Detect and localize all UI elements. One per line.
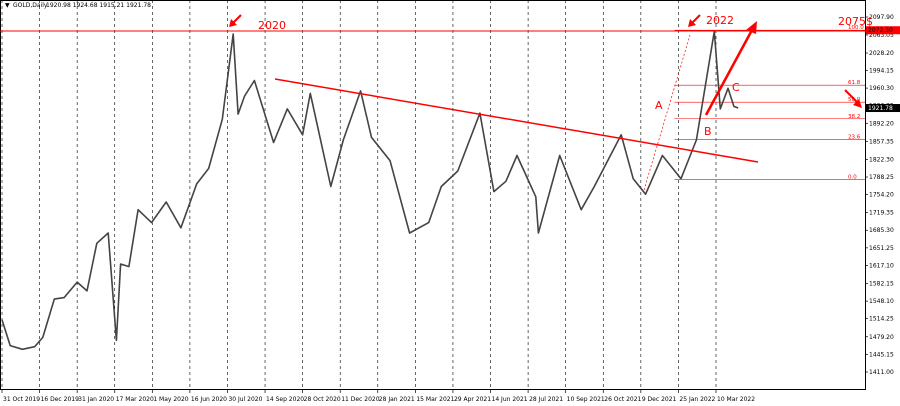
y-tick-label: 1651.25	[869, 245, 894, 252]
x-tick-label: 28 Jul 2021	[529, 396, 563, 403]
descending-trendline	[274, 78, 759, 163]
x-tick-label: 14 Jun 2021	[492, 396, 528, 403]
fib-level-label: 0.0	[848, 174, 857, 180]
x-tick-label: 30 Jul 2020	[228, 396, 262, 403]
price-series	[1, 30, 739, 351]
x-tick-label: 17 Mar 2020	[116, 396, 154, 403]
wave-label-a: A	[655, 99, 663, 112]
svg-text:1921.78: 1921.78	[868, 105, 893, 112]
fib-level-label: 23.6	[848, 135, 861, 141]
ohlc-label: 1920.98 1924.68 1915.21 1921.78	[46, 2, 151, 9]
fibonacci-anchor-line	[643, 34, 691, 191]
x-tick-label: 26 Oct 2021	[604, 396, 641, 403]
y-tick-label: 1788.25	[869, 174, 894, 181]
symbol-label: GOLD,Daily	[13, 2, 48, 9]
arrow-icon-2022-peak	[688, 14, 701, 27]
y-tick-label: 1514.25	[869, 316, 894, 323]
label-2022: 2022	[706, 14, 734, 27]
plot-area	[0, 0, 866, 390]
x-tick-label: 16 Jun 2020	[191, 396, 227, 403]
y-tick-label: 1411.00	[869, 369, 894, 376]
label-target: 2075$	[838, 15, 873, 28]
fib-level-label: 38.2	[848, 114, 860, 120]
x-tick-label: 14 Sep 2020	[266, 396, 304, 403]
y-tick-label: 1822.30	[869, 156, 894, 163]
x-tick-label: 15 Mar 2021	[416, 396, 454, 403]
y-tick-label: 1960.30	[869, 85, 894, 92]
x-tick-label: 10 Mar 2022	[717, 396, 755, 403]
x-axis: 31 Oct 2019 16 Dec 2019 31 Jan 2020 17 Mar …	[1, 390, 755, 403]
y-tick-label: 2063.05	[869, 32, 894, 39]
current-price-label: 1921.78	[866, 104, 900, 113]
x-tick-label: 10 Sep 2021	[567, 396, 605, 403]
fib-level-label: 61.8	[848, 80, 861, 86]
y-tick-label: 1582.15	[869, 281, 894, 288]
y-tick-label: 1994.15	[869, 68, 894, 75]
y-tick-label: 1892.20	[869, 120, 894, 127]
y-axis: 2097.902063.052028.201994.151960.301926.…	[865, 14, 894, 376]
y-tick-label: 1479.20	[869, 334, 894, 341]
wave-label-b: B	[704, 125, 712, 138]
x-tick-label: 31 Jan 2020	[78, 396, 114, 403]
y-tick-label: 2097.90	[869, 14, 894, 21]
fib-level-label: 100.0	[848, 25, 864, 31]
chart-info-arrow: ▼	[5, 2, 10, 9]
wave-label-c: C	[732, 81, 740, 94]
price-line	[1, 30, 739, 351]
y-tick-label: 1719.35	[869, 210, 894, 217]
fib-top-price-label: 2072.30	[866, 26, 900, 34]
arrow-icon-wave-c-projection	[704, 21, 757, 116]
x-tick-label: 25 Jan 2022	[679, 396, 715, 403]
y-tick-label: 1754.20	[869, 192, 894, 199]
label-2020: 2020	[258, 19, 286, 32]
arrow-icon-down-right	[844, 89, 862, 108]
x-tick-label: 16 Dec 2019	[41, 396, 80, 403]
y-tick-label: 1548.10	[869, 298, 894, 305]
x-tick-label: 9 Dec 2021	[642, 396, 677, 403]
svg-text:2072.30: 2072.30	[868, 27, 893, 34]
y-tick-label: 1617.10	[869, 262, 894, 269]
x-tick-label: 29 Apr 2021	[454, 396, 491, 403]
x-tick-label: 31 Oct 2019	[3, 396, 40, 403]
arrow-icon-2020-peak	[229, 14, 242, 27]
vertical-grid	[1, 0, 717, 390]
y-tick-label: 1445.15	[869, 351, 894, 358]
y-tick-label: 2028.20	[869, 50, 894, 57]
x-tick-label: 11 Dec 2020	[341, 396, 380, 403]
y-tick-label: 1685.30	[869, 227, 894, 234]
y-tick-label: 1857.35	[869, 138, 894, 145]
x-tick-label: 1 May 2020	[153, 396, 188, 403]
x-tick-label: 28 Oct 2020	[304, 396, 341, 403]
x-tick-label: 28 Jan 2021	[379, 396, 415, 403]
